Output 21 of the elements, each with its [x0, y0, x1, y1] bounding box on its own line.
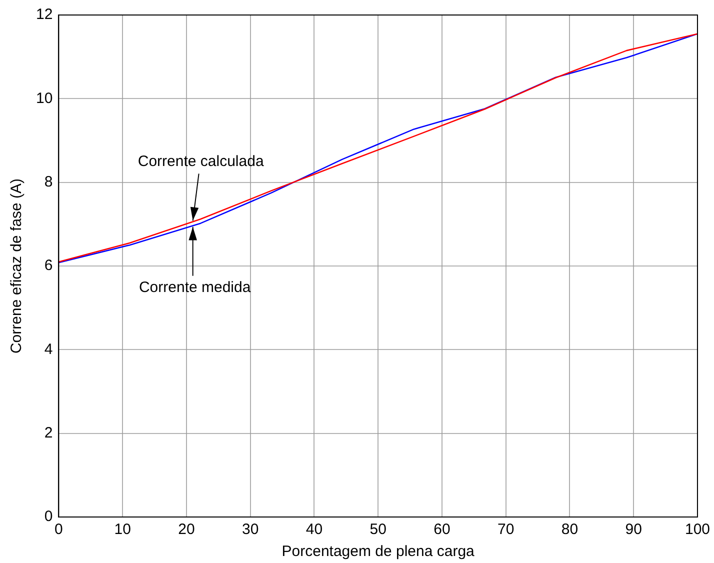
x-tick-label: 70 [498, 521, 514, 538]
y-tick-label: 6 [44, 257, 53, 274]
y-tick-label: 0 [44, 508, 53, 526]
x-tick-label: 50 [370, 521, 386, 538]
x-tick-label: 40 [306, 521, 323, 538]
y-tick-label: 4 [44, 340, 53, 358]
y-tick-label: 10 [36, 90, 53, 107]
x-tick-label: 100 [684, 521, 710, 538]
x-tick-label: 90 [625, 521, 642, 538]
y-tick-label: 2 [44, 424, 53, 442]
annotation: Corrente calculada [138, 152, 264, 170]
x-tick-label: 30 [242, 521, 259, 538]
annotation: Corrente medida [138, 278, 252, 296]
x-tick-label: 10 [114, 521, 131, 538]
y-tick-label: 8 [44, 173, 53, 190]
y-tick-label: 12 [36, 6, 53, 24]
x-tick-label: 20 [178, 521, 195, 538]
x-tick-label: 60 [434, 521, 450, 538]
y-axis-title: Correne eficaz de fase (A) [8, 178, 26, 354]
x-axis-title: Porcentagem de plena carga [282, 543, 476, 560]
x-tick-label: 80 [561, 521, 578, 538]
